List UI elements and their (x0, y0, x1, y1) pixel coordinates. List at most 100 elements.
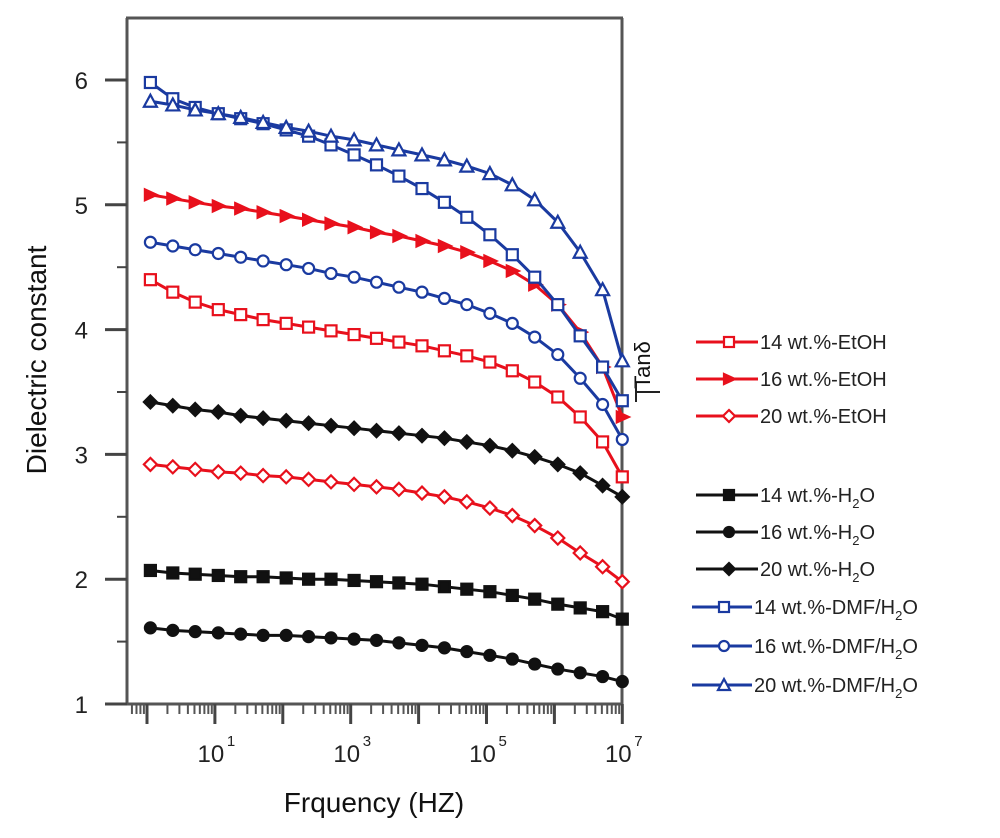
data-point (143, 187, 160, 203)
data-point (232, 108, 250, 125)
legend-label: 20 wt.%-DMF/H2O (754, 675, 918, 701)
data-point (505, 652, 519, 666)
legend-label: 16 wt.%-EtOH (760, 369, 887, 391)
data-point (483, 585, 497, 599)
data-point (413, 485, 431, 502)
data-point (143, 273, 157, 287)
data-point (392, 335, 406, 349)
data-point (437, 195, 452, 209)
data-point (458, 157, 476, 173)
data-point (437, 641, 452, 655)
data-point (526, 190, 544, 207)
data-point (302, 212, 318, 227)
data-point (573, 371, 587, 385)
data-point (142, 456, 159, 473)
data-point (188, 567, 202, 581)
legend-item: 20 wt.%-EtOH (696, 406, 887, 428)
data-point (324, 572, 338, 586)
data-point (369, 225, 386, 240)
data-point (210, 403, 227, 421)
data-point (483, 355, 497, 369)
data-point (302, 320, 316, 334)
y-tick-label: 2 (75, 567, 88, 594)
data-point (481, 164, 499, 181)
data-point (613, 351, 631, 368)
data-point (324, 266, 338, 281)
data-point (142, 393, 159, 411)
legend-marker (717, 639, 731, 653)
data-point (234, 308, 248, 322)
data-point (277, 118, 295, 135)
data-point (571, 243, 589, 259)
data-point (300, 415, 317, 432)
data-point (415, 285, 429, 299)
data-point (278, 412, 295, 429)
data-point (392, 576, 406, 590)
data-point (209, 104, 227, 121)
data-point (187, 401, 204, 418)
data-point (481, 437, 498, 454)
data-point (505, 364, 519, 378)
data-point (302, 261, 316, 276)
data-point (614, 573, 631, 590)
legend-item: 14 wt.%-H2O (696, 485, 875, 511)
data-point (300, 471, 317, 488)
series-line (150, 626, 623, 683)
data-point (551, 298, 565, 312)
data-point (481, 500, 498, 517)
data-point (256, 313, 270, 327)
data-point (188, 295, 202, 309)
data-point (483, 228, 497, 242)
y-axis-title: Dielectric constant (21, 245, 52, 474)
data-point (188, 243, 202, 257)
data-point (596, 397, 610, 412)
data-point (573, 666, 587, 680)
data-point (437, 291, 452, 305)
data-point (437, 580, 452, 594)
series-line (150, 462, 624, 583)
legend-marker (722, 488, 736, 502)
data-point (415, 577, 429, 591)
data-point (234, 201, 250, 216)
legend-item: 20 wt.%-H2O (696, 559, 875, 585)
data-point (549, 213, 567, 229)
data-point (615, 409, 632, 425)
data-point (390, 141, 408, 157)
data-point (256, 570, 270, 584)
data-point (324, 216, 341, 231)
data-point (368, 478, 385, 495)
data-point (347, 270, 361, 284)
data-point (143, 563, 157, 578)
legend-marker (722, 335, 736, 349)
data-point (302, 572, 316, 586)
data-point (143, 235, 157, 249)
data-point (615, 432, 629, 447)
legend: 14 wt.%-EtOH 16 wt.%-EtOH 20 wt.%-EtOH 14 w… (692, 332, 918, 701)
data-point (390, 425, 407, 442)
data-point (528, 330, 542, 344)
x-tick-label: 10 (333, 741, 360, 768)
x-tick-label: 10 (605, 741, 632, 768)
data-point (234, 250, 248, 264)
data-point (572, 465, 589, 482)
x-tick-exponent: 3 (363, 733, 371, 750)
series-line (150, 193, 624, 418)
data-point (551, 347, 565, 362)
data-point (483, 306, 497, 320)
data-point (415, 181, 429, 196)
data-point (505, 588, 519, 603)
data-point (164, 458, 181, 475)
data-point (279, 316, 293, 330)
series-line (150, 568, 623, 621)
series-line (150, 99, 624, 362)
data-point (503, 176, 521, 192)
data-point (483, 253, 500, 269)
data-point (413, 146, 431, 162)
data-point (615, 470, 629, 484)
x-ticks: 10 1 10 3 10 5 10 7 (130, 704, 643, 768)
x-tick-exponent: 7 (634, 733, 642, 750)
y-tick-label: 4 (75, 318, 88, 345)
data-point (614, 488, 631, 505)
data-point (526, 448, 543, 465)
data-point (369, 575, 384, 589)
